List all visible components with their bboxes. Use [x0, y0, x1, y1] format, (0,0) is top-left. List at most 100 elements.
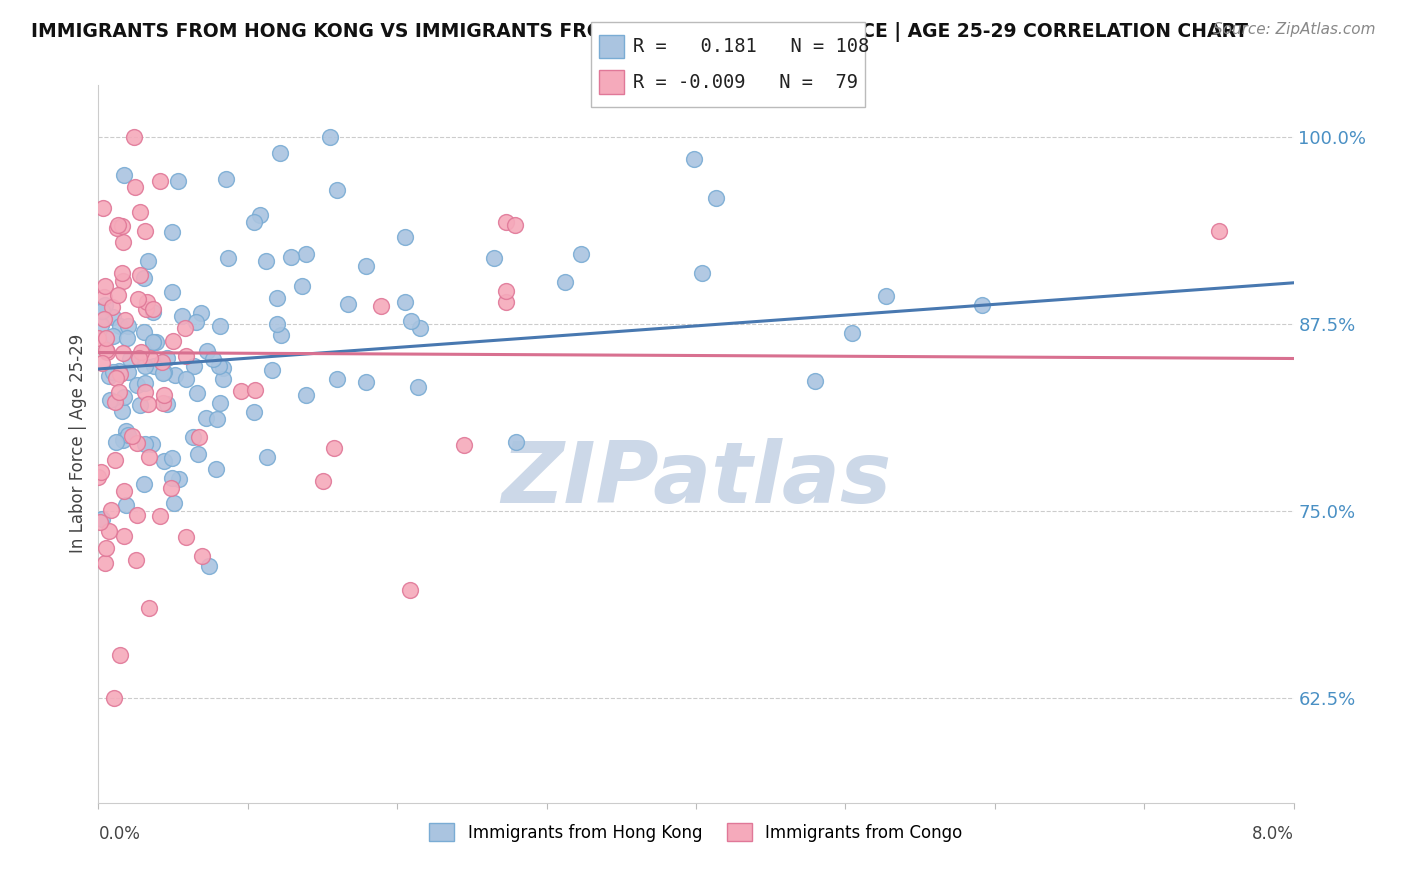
Point — [212, 372, 235, 386]
Point — [152, 365, 174, 379]
Point — [156, 351, 179, 365]
Point — [94, 279, 117, 293]
Point — [108, 364, 131, 378]
Point — [162, 334, 184, 349]
Point — [114, 529, 136, 543]
Point — [153, 454, 176, 468]
Point — [149, 174, 172, 188]
Point — [142, 302, 165, 317]
Text: ZIPatlas: ZIPatlas — [501, 438, 891, 521]
Point — [89, 515, 111, 529]
Point — [134, 437, 156, 451]
Point — [103, 691, 125, 706]
Point — [875, 289, 897, 303]
Point — [215, 171, 238, 186]
Point — [174, 530, 197, 544]
Point — [131, 345, 153, 359]
Point — [280, 250, 302, 264]
Point — [136, 397, 159, 411]
Point — [125, 378, 148, 392]
Point — [408, 321, 430, 335]
Point — [176, 349, 198, 363]
Text: R = -0.009   N =  79: R = -0.009 N = 79 — [633, 72, 858, 92]
Point — [104, 395, 127, 409]
Point — [134, 385, 156, 400]
Point — [134, 224, 156, 238]
Point — [105, 220, 128, 235]
Point — [125, 508, 148, 523]
Point — [108, 385, 131, 400]
Point — [394, 294, 416, 309]
Point — [141, 334, 163, 349]
Point — [245, 383, 267, 397]
Text: R =   0.181   N = 108: R = 0.181 N = 108 — [633, 37, 869, 56]
Point — [111, 266, 134, 280]
Point — [114, 498, 136, 512]
Point — [312, 474, 335, 488]
Text: Source: ZipAtlas.com: Source: ZipAtlas.com — [1212, 22, 1375, 37]
Point — [208, 359, 231, 373]
Point — [112, 346, 135, 360]
Point — [104, 453, 127, 467]
Point — [229, 384, 252, 398]
Point — [143, 359, 166, 374]
Point — [160, 481, 183, 495]
Point — [128, 398, 150, 412]
Text: 0.0%: 0.0% — [98, 825, 141, 843]
Point — [111, 219, 134, 233]
Point — [149, 508, 172, 523]
Point — [104, 434, 127, 449]
Point — [125, 553, 148, 567]
Point — [90, 318, 112, 333]
Point — [128, 268, 150, 282]
Point — [254, 253, 277, 268]
Point — [152, 366, 174, 380]
Point — [217, 252, 239, 266]
Point — [208, 318, 231, 333]
Point — [121, 429, 143, 443]
Y-axis label: In Labor Force | Age 25-29: In Labor Force | Age 25-29 — [69, 334, 87, 553]
Point — [128, 205, 150, 219]
Point — [122, 130, 145, 145]
Point — [167, 472, 190, 486]
Point — [117, 427, 139, 442]
Point — [112, 169, 135, 183]
Point — [87, 470, 110, 484]
Point — [132, 271, 155, 285]
Point — [354, 375, 377, 389]
Point — [107, 288, 129, 302]
Point — [505, 218, 527, 232]
Point — [152, 355, 174, 369]
Point — [690, 266, 713, 280]
Point — [134, 359, 156, 374]
Point — [1208, 224, 1230, 238]
Point — [704, 191, 727, 205]
Point — [111, 235, 134, 249]
Point — [112, 274, 135, 288]
Point — [111, 404, 134, 418]
Legend: Immigrants from Hong Kong, Immigrants from Congo: Immigrants from Hong Kong, Immigrants fr… — [423, 817, 969, 848]
Point — [190, 549, 212, 563]
Point — [176, 372, 198, 386]
Point — [167, 174, 190, 188]
Point — [118, 351, 141, 366]
Point — [141, 437, 163, 451]
Point — [101, 310, 124, 324]
Point — [291, 279, 314, 293]
Point — [394, 230, 416, 244]
Point — [162, 496, 184, 510]
Point — [152, 396, 174, 410]
Point — [132, 325, 155, 339]
Point — [91, 356, 114, 370]
Point — [495, 284, 517, 298]
Text: IMMIGRANTS FROM HONG KONG VS IMMIGRANTS FROM CONGO IN LABOR FORCE | AGE 25-29 CO: IMMIGRANTS FROM HONG KONG VS IMMIGRANTS … — [31, 22, 1249, 42]
Point — [139, 351, 162, 366]
Point — [183, 359, 205, 373]
Text: 8.0%: 8.0% — [1251, 825, 1294, 843]
Point — [98, 524, 121, 538]
Point — [841, 326, 863, 341]
Point — [87, 331, 110, 345]
Point — [970, 298, 993, 312]
Point — [153, 388, 176, 402]
Point — [295, 247, 318, 261]
